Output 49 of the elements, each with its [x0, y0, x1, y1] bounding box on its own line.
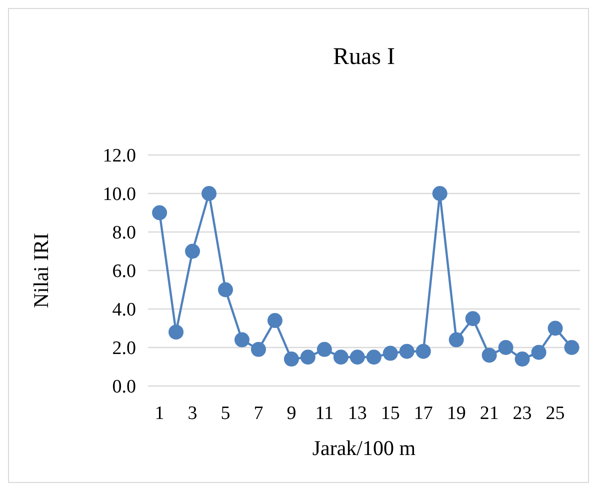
y-tick-label: 4.0	[112, 300, 136, 321]
point	[448, 332, 464, 348]
point	[531, 344, 546, 360]
y-tick-label: 2.0	[112, 338, 136, 360]
point	[482, 348, 497, 363]
x-tick-label: 25	[546, 403, 565, 424]
y-tick-label: 0.0	[112, 376, 136, 398]
y-tick-label: 8.0	[112, 222, 136, 244]
point	[168, 324, 184, 340]
y-tick-label: 12.0	[102, 146, 136, 167]
point	[382, 346, 398, 361]
point	[284, 352, 299, 367]
point	[548, 320, 563, 336]
x-tick-label: 21	[480, 403, 499, 424]
point	[514, 352, 530, 367]
x-tick-label: 15	[380, 403, 400, 424]
point	[333, 350, 348, 365]
x-tick-label: 11	[315, 403, 334, 424]
point	[202, 186, 217, 201]
x-axis-title: Jarak/100 m	[312, 436, 416, 460]
point	[316, 342, 332, 357]
point	[218, 282, 233, 298]
x-tick-label: 23	[512, 403, 532, 424]
y-tick-label: 10.0	[102, 184, 136, 206]
point	[498, 340, 514, 355]
x-tick-label: 3	[188, 403, 198, 424]
y-tick-label: 6.0	[112, 261, 136, 282]
x-tick-label: 5	[220, 403, 230, 424]
x-tick-label: 19	[446, 403, 466, 424]
x-tick-label: 7	[254, 403, 264, 424]
x-tick-label: 1	[154, 403, 164, 424]
x-tick-label: 17	[414, 403, 433, 424]
x-tick-label: 13	[348, 403, 367, 424]
y-axis-title: Nilai IRI	[29, 232, 53, 308]
point	[564, 340, 580, 355]
point	[267, 313, 282, 328]
point	[300, 350, 316, 365]
chart-title: Ruas I	[333, 44, 395, 70]
point	[350, 350, 365, 365]
point	[399, 344, 414, 359]
point	[432, 186, 448, 201]
point	[234, 332, 250, 348]
point	[185, 244, 200, 259]
point	[366, 350, 382, 365]
point	[416, 344, 431, 359]
point	[465, 311, 480, 326]
point	[152, 205, 168, 220]
point	[250, 342, 266, 357]
x-tick-label: 9	[286, 403, 296, 424]
